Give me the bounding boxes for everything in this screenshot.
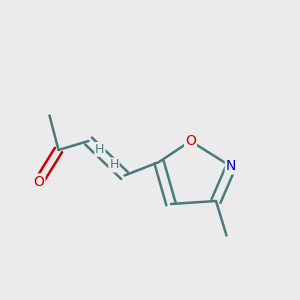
Text: O: O bbox=[34, 175, 44, 188]
Text: H: H bbox=[109, 158, 119, 172]
Text: N: N bbox=[226, 160, 236, 173]
Text: H: H bbox=[95, 143, 105, 156]
Text: O: O bbox=[185, 134, 196, 148]
